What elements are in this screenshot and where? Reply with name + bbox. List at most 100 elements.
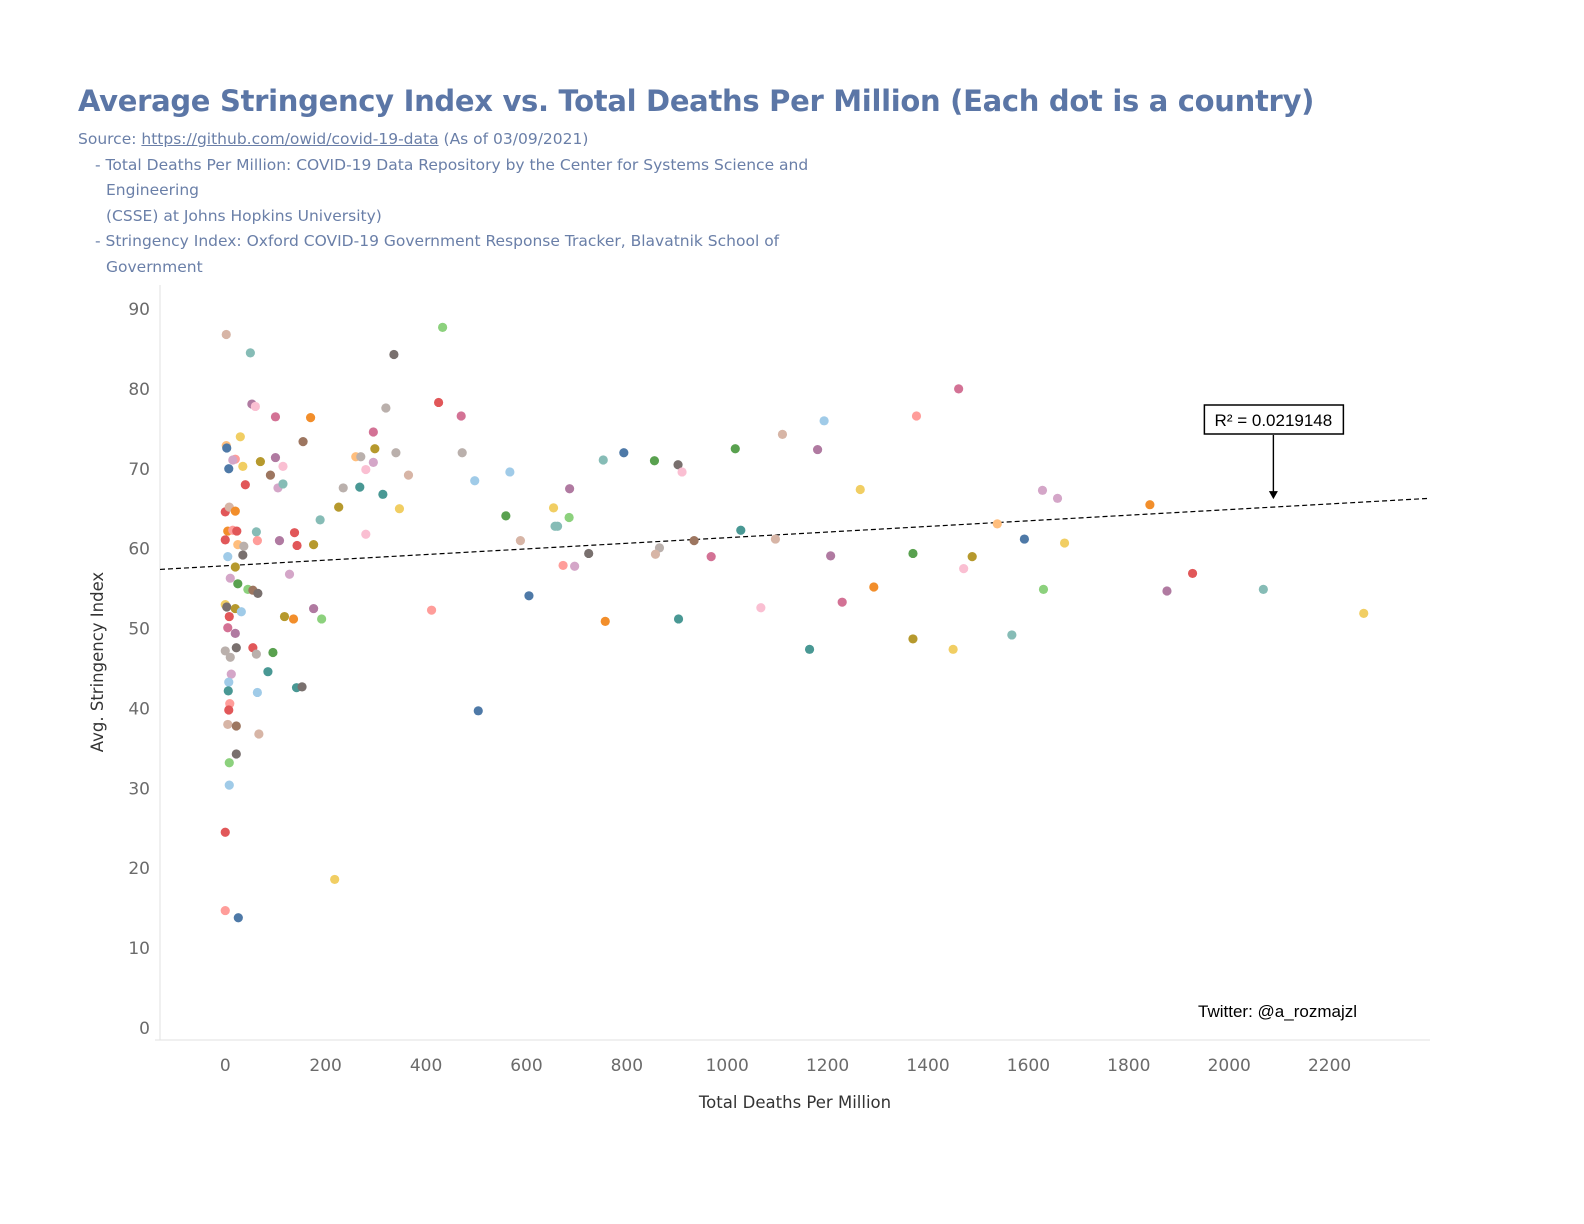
data-point <box>368 457 378 467</box>
data-point <box>274 536 285 546</box>
y-tick-label: 90 <box>128 300 150 320</box>
data-point <box>252 687 262 698</box>
data-point <box>770 534 781 544</box>
data-point <box>992 519 1002 529</box>
data-point <box>289 528 300 538</box>
trend-line-group <box>159 497 1431 571</box>
data-point <box>355 482 365 492</box>
data-point <box>426 605 437 615</box>
data-point <box>330 874 340 885</box>
x-axis-label: Total Deaths Per Million <box>698 1093 891 1112</box>
data-point <box>819 416 829 426</box>
data-point <box>278 479 288 489</box>
data-point <box>292 540 302 551</box>
data-point <box>470 476 480 486</box>
data-point <box>230 562 240 572</box>
data-point <box>251 527 261 537</box>
data-point <box>270 412 281 422</box>
y-tick-label: 40 <box>128 699 150 719</box>
data-point <box>223 719 233 730</box>
points-group <box>220 322 1369 923</box>
data-point <box>239 541 249 551</box>
r-squared-arrow-head <box>1268 491 1278 500</box>
data-point <box>220 827 230 837</box>
data-point <box>223 686 233 696</box>
r-squared-label: R² = 0.0219148 <box>1215 411 1333 430</box>
data-point <box>253 588 263 598</box>
data-point <box>356 452 366 462</box>
data-point <box>224 611 234 622</box>
data-point <box>804 644 815 654</box>
source-link[interactable]: https://github.com/owid/covid-19-data <box>141 130 439 148</box>
x-tick-label: 1000 <box>706 1056 749 1076</box>
data-point <box>730 444 740 454</box>
y-tick-label: 50 <box>128 620 150 640</box>
x-tick-label: 1600 <box>1007 1056 1050 1076</box>
data-point <box>1037 485 1048 495</box>
data-point <box>317 614 327 624</box>
x-tick-label: 2200 <box>1308 1056 1351 1076</box>
x-tick-label: 800 <box>611 1056 643 1076</box>
data-point <box>361 464 371 475</box>
note-stringency-line1: - Stringency Index: Oxford COVID-19 Gove… <box>95 232 780 250</box>
data-point <box>689 536 699 546</box>
data-point <box>226 669 236 679</box>
data-point <box>378 489 388 499</box>
data-point <box>222 443 232 453</box>
data-point <box>619 448 629 458</box>
data-point <box>338 483 348 493</box>
data-point <box>1052 493 1063 503</box>
data-point <box>837 597 847 607</box>
data-point <box>552 521 563 531</box>
r-squared-box <box>1203 404 1345 435</box>
data-point <box>649 456 660 466</box>
data-point <box>240 480 250 490</box>
data-point <box>298 436 308 447</box>
data-point <box>1145 500 1155 510</box>
data-point <box>967 552 977 562</box>
data-point <box>524 591 534 601</box>
data-point <box>279 611 290 622</box>
data-point <box>297 682 307 692</box>
data-point <box>1007 630 1017 640</box>
x-tick-label: 1200 <box>806 1056 849 1076</box>
data-point <box>558 560 568 571</box>
x-tick-label: 200 <box>309 1056 341 1076</box>
data-point <box>505 467 515 477</box>
data-point <box>224 705 234 715</box>
data-point <box>677 467 687 477</box>
data-point <box>564 512 574 523</box>
trend-line <box>159 497 1431 571</box>
data-point <box>305 413 316 423</box>
data-point <box>394 504 405 514</box>
note-deaths-line3: (CSSE) at Johns Hopkins University) <box>106 206 382 225</box>
x-tick-label: 1800 <box>1107 1056 1150 1076</box>
data-point <box>565 484 575 494</box>
data-point <box>334 502 344 512</box>
data-point <box>1258 584 1268 594</box>
data-point <box>220 646 230 656</box>
data-point <box>250 401 260 412</box>
data-point <box>948 644 958 654</box>
data-point <box>777 429 788 440</box>
data-point <box>231 721 241 731</box>
x-tick-label: 1400 <box>906 1056 949 1076</box>
data-point <box>433 397 444 408</box>
data-point <box>826 551 836 561</box>
y-tick-label: 0 <box>139 1019 150 1039</box>
data-point <box>230 628 240 638</box>
data-point <box>315 515 325 525</box>
data-point <box>908 634 918 644</box>
data-point <box>812 444 823 455</box>
data-point <box>515 536 526 546</box>
data-point <box>270 452 281 463</box>
chart-title: Average Stringency Index vs. Total Death… <box>78 84 1315 118</box>
data-point <box>954 384 964 394</box>
data-point <box>223 552 233 562</box>
data-point <box>222 602 232 612</box>
data-point <box>381 403 391 413</box>
data-point <box>403 470 414 480</box>
data-point <box>236 607 246 617</box>
data-point <box>673 460 683 470</box>
